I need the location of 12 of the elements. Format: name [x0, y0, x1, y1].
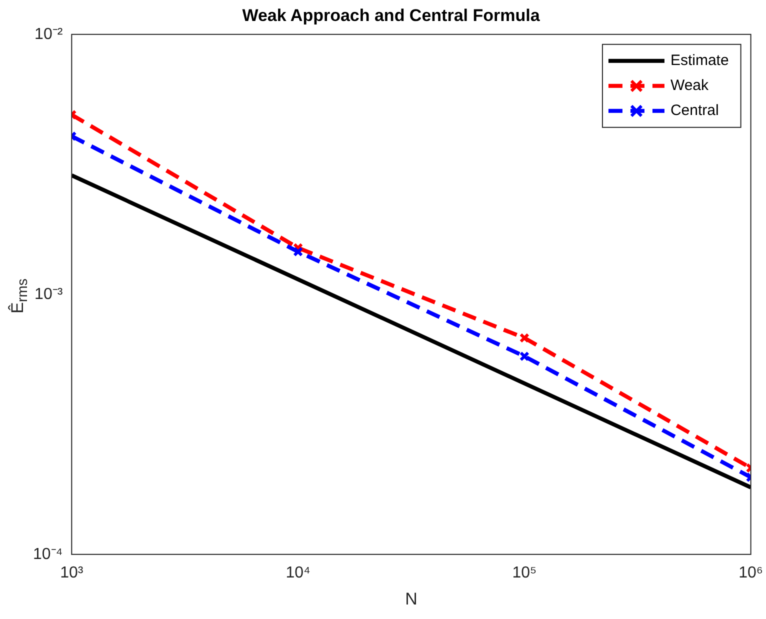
x-tick-label: 10⁵ [512, 564, 537, 582]
x-tick-label: 10⁴ [286, 564, 311, 582]
x-tick-label: 10⁶ [738, 564, 764, 582]
x-tick-label: 10³ [60, 564, 84, 582]
y-tick-label: 10⁻⁴ [33, 546, 63, 563]
x-axis-title: N [405, 589, 418, 608]
y-tick-label: 10⁻³ [34, 286, 64, 303]
chart-title: Weak Approach and Central Formula [242, 6, 540, 25]
legend-label: Weak [670, 77, 710, 94]
y-tick-label: 10⁻² [34, 26, 64, 43]
legend-label: Estimate [670, 52, 729, 70]
legend-label: Central [670, 102, 719, 120]
